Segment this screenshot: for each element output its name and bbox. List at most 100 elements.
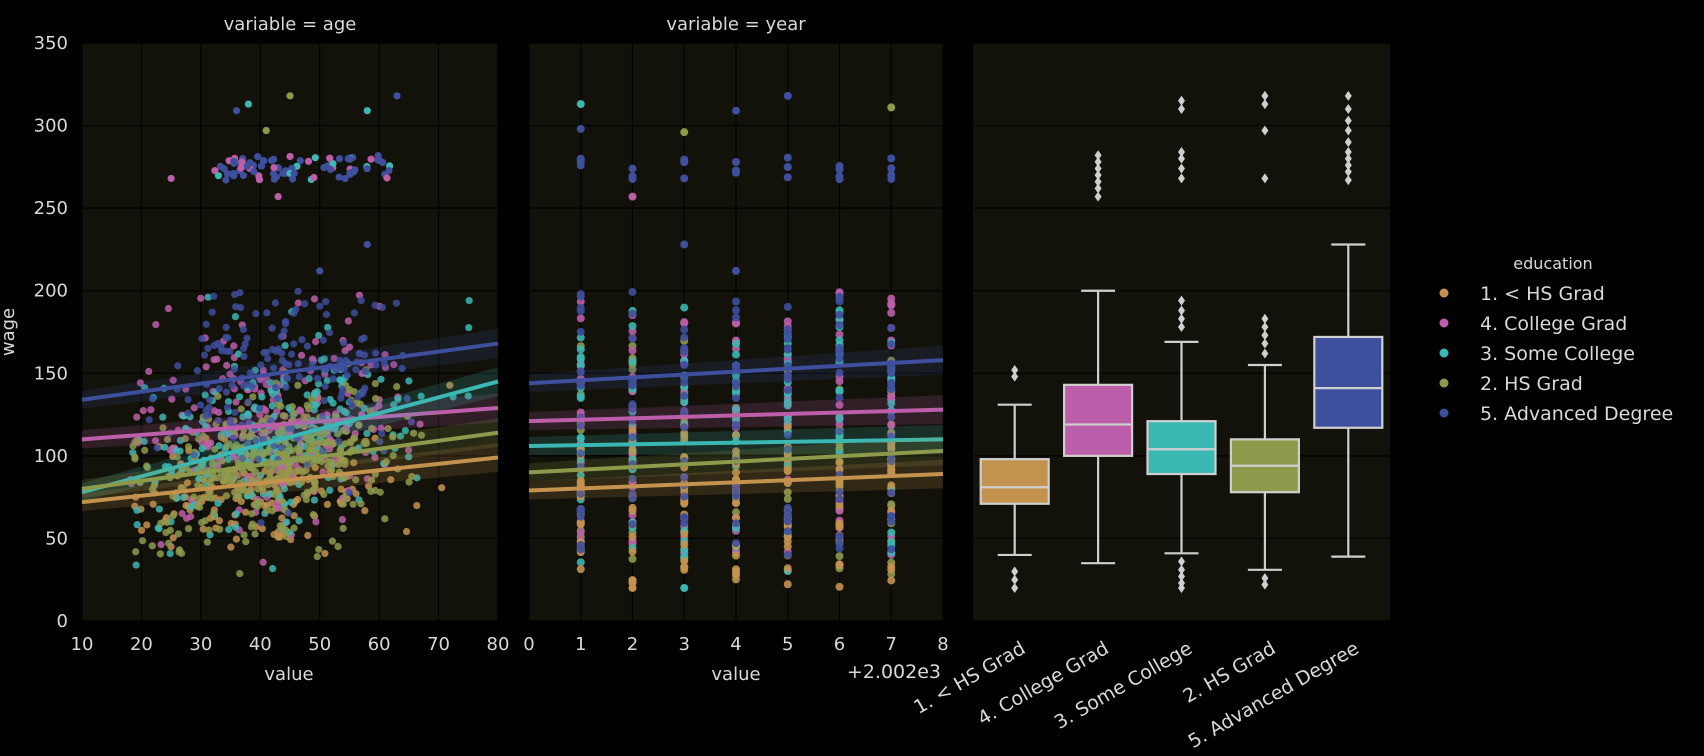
year-scatter-point xyxy=(783,527,792,536)
age-scatter-point xyxy=(413,501,421,510)
age-scatter-point xyxy=(208,460,216,468)
year-scatter-point xyxy=(783,329,792,338)
legend-label-less-than-hs-grad: 1. < HS Grad xyxy=(1480,283,1605,305)
year-scatter-point xyxy=(680,499,689,508)
age-scatter-point xyxy=(384,425,392,433)
box-outlier xyxy=(1178,153,1185,164)
year-scatter-point xyxy=(576,504,585,513)
age-scatter-point xyxy=(298,336,306,344)
regression-confidence-band xyxy=(82,329,498,409)
year-scatter-point xyxy=(732,266,740,275)
age-scatter-point xyxy=(210,292,218,300)
age-scatter-point xyxy=(319,412,327,420)
year-scatter-point xyxy=(732,339,740,348)
age-scatter-point xyxy=(137,526,146,534)
age-scatter-point xyxy=(394,395,402,403)
year-scatter-point xyxy=(732,166,740,175)
age-scatter-point xyxy=(393,382,401,391)
year-scatter-point xyxy=(576,565,585,574)
age-scatter-point xyxy=(215,385,223,393)
year-scatter-point xyxy=(732,539,740,548)
age-scatter-point xyxy=(133,506,141,514)
age-scatter-point xyxy=(314,380,323,388)
age-scatter-point xyxy=(256,411,264,419)
age-scatter-point xyxy=(222,323,230,331)
age-scatter-point xyxy=(153,444,161,452)
age-scatter-point xyxy=(352,366,360,374)
regression-confidence-band xyxy=(529,345,943,393)
legend-label-some-college: 3. Some College xyxy=(1480,343,1635,365)
year-scatter-point xyxy=(576,303,585,312)
age-scatter-point xyxy=(204,293,212,301)
age-scatter-point xyxy=(343,371,351,379)
age-scatter-point xyxy=(312,518,320,526)
age-scatter-point xyxy=(438,484,446,492)
year-scatter-point xyxy=(680,318,689,327)
year-scatter-point xyxy=(835,368,844,377)
age-scatter-point xyxy=(368,476,376,484)
age-scatter-point xyxy=(334,542,342,551)
box-outlier xyxy=(1094,150,1102,161)
year-scatter-point xyxy=(628,576,637,585)
legend-label-advanced-degree: 5. Advanced Degree xyxy=(1480,403,1673,425)
regression-line xyxy=(81,405,499,442)
year-scatter-point xyxy=(732,519,740,528)
year-scatter-point xyxy=(576,489,585,498)
age-scatter-point xyxy=(270,442,278,450)
age-scatter-point xyxy=(405,453,413,461)
year-scatter-point xyxy=(732,421,740,430)
age-scatter-point xyxy=(377,375,385,383)
year-scatter-point xyxy=(680,240,689,249)
year-scatter-point xyxy=(783,401,792,410)
year-scatter-point xyxy=(732,482,740,491)
age-scatter-point xyxy=(215,408,223,416)
age-scatter-point xyxy=(202,412,210,420)
legend-marker-some-college xyxy=(1439,348,1449,358)
year-scatter-point xyxy=(680,492,689,501)
age-scatter-point xyxy=(321,382,329,390)
box-outlier xyxy=(1344,153,1352,164)
year-scatter-point xyxy=(576,100,585,109)
age-scatter-point xyxy=(256,404,264,413)
age-scatter-point xyxy=(248,510,256,518)
age-scatter-point xyxy=(282,532,290,541)
box-outlier xyxy=(1261,348,1269,359)
age-scatter-point xyxy=(198,335,206,343)
age-scatter-point xyxy=(208,308,216,316)
age-scatter-point xyxy=(133,521,141,529)
year-scatter-point xyxy=(887,399,896,408)
year-x-offset-label: +2.002e3 xyxy=(847,661,941,683)
age-scatter-point xyxy=(281,341,289,350)
year-scatter-point xyxy=(576,421,585,430)
box-outlier xyxy=(1344,160,1352,171)
age-scatter-point xyxy=(143,521,151,529)
age-scatter-point xyxy=(187,503,195,511)
y-tick-label: 350 xyxy=(34,33,68,54)
age-scatter-point xyxy=(232,535,240,543)
age-scatter-point xyxy=(361,367,370,376)
age-scatter-point xyxy=(222,176,230,184)
age-scatter-point xyxy=(317,457,326,466)
year-scatter-point xyxy=(887,457,896,466)
regression-line xyxy=(528,358,944,386)
age-scatter-point xyxy=(231,470,239,478)
age-scatter-point xyxy=(326,154,334,162)
year-scatter-point xyxy=(732,570,740,579)
age-scatter-point xyxy=(416,420,424,428)
age-scatter-point xyxy=(385,167,393,175)
year-scatter-point xyxy=(887,154,896,163)
year-scatter-point xyxy=(835,560,844,569)
age-scatter-point xyxy=(339,500,347,508)
age-scatter-point xyxy=(363,240,371,249)
age-scatter-point xyxy=(363,429,371,438)
age-scatter-point xyxy=(280,327,288,335)
age-scatter-point xyxy=(378,429,386,438)
age-scatter-point xyxy=(166,526,174,534)
age-scatter-point xyxy=(215,517,223,525)
age-scatter-point xyxy=(226,416,235,424)
box-outlier xyxy=(1094,156,1102,167)
year-scatter-point xyxy=(783,153,792,162)
age-scatter-point xyxy=(283,518,291,526)
age-x-tick-label: 60 xyxy=(368,634,391,655)
age-scatter-point xyxy=(202,406,210,414)
